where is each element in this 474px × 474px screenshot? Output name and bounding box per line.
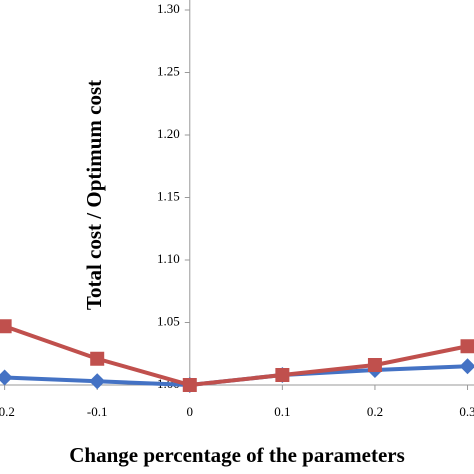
y-tick-label: 1.15 [157,188,180,203]
marker [89,373,106,390]
y-tick-label: 1.20 [157,126,180,141]
marker [90,351,105,366]
x-tick-label: 0.3 [459,404,474,419]
x-tick-label: -0.1 [87,404,108,419]
y-tick-label: 1.10 [157,251,180,266]
y-axis-label: Total cost / Optimum cost [82,80,106,310]
x-tick-label: 0 [187,404,194,419]
series-line [3,324,468,388]
marker [275,368,290,382]
marker [0,369,13,386]
x-tick-label: -0.2 [0,404,15,419]
marker [367,358,382,372]
y-tick-label: 1.05 [157,313,180,328]
marker [460,339,474,354]
marker [0,319,12,334]
marker [459,358,474,375]
x-tick-label: 0.1 [274,404,290,419]
marker [182,378,197,392]
series-line [4,364,468,388]
x-tick-label: 0.2 [367,404,383,419]
y-tick-label: 1.30 [157,1,180,16]
y-tick-label: 1.25 [157,63,180,78]
x-axis-label: Change percentage of the parameters [69,443,405,467]
